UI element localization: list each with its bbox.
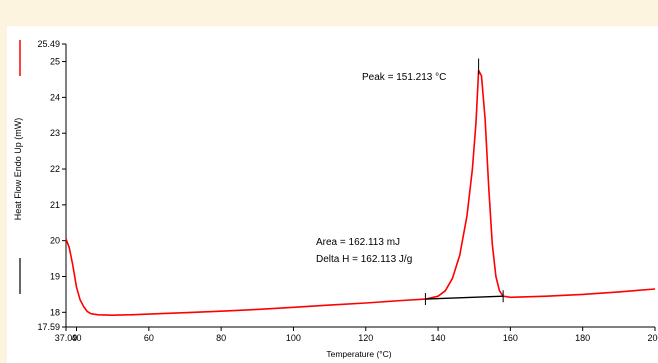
plot-panel <box>7 26 658 363</box>
integration-baseline <box>425 295 504 300</box>
y-tick-label: 17.59 <box>37 322 60 332</box>
x-tick-label: 200 <box>647 333 658 343</box>
x-axis-label: Temperature (°C) <box>326 349 391 359</box>
legend: Heat Flow Endo Up (mW) <box>13 40 23 294</box>
heat-flow-curve <box>65 69 656 316</box>
x-tick-label: 100 <box>286 333 301 343</box>
y-tick-label: 20 <box>50 236 60 246</box>
peak-annotation: Peak = 151.213 °C <box>362 72 446 83</box>
x-tick-label: 140 <box>431 333 446 343</box>
x-tick-label: 120 <box>358 333 373 343</box>
y-tick-label: 21 <box>50 200 60 210</box>
area-annotation: Area = 162.113 mJ <box>316 237 400 248</box>
x-tick-label: 40 <box>72 333 82 343</box>
y-tick-label: 22 <box>50 164 60 174</box>
marks <box>65 58 656 316</box>
y-tick-label: 24 <box>50 92 60 102</box>
y-tick-label: 18 <box>50 307 60 317</box>
x-tick-label: 37.09 <box>55 333 78 343</box>
y-tick-label: 23 <box>50 128 60 138</box>
x-tick-label: 80 <box>216 333 226 343</box>
x-tick-label: 160 <box>503 333 518 343</box>
y-tick-label: 25 <box>50 57 60 67</box>
x-tick-label: 60 <box>144 333 154 343</box>
y-tick-label: 19 <box>50 271 60 281</box>
y-tick-label: 25.49 <box>37 39 60 49</box>
x-tick-label: 180 <box>575 333 590 343</box>
delta-h-annotation: Delta H = 162.113 J/g <box>316 254 412 265</box>
y-axis-label: Heat Flow Endo Up (mW) <box>13 118 23 221</box>
